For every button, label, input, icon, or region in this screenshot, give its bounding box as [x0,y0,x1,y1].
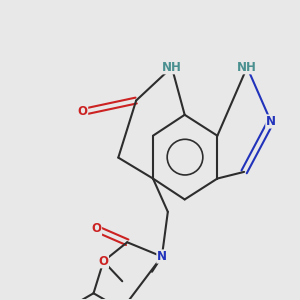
Text: NH: NH [162,61,182,74]
Text: N: N [266,115,276,128]
Text: NH: NH [237,61,257,74]
Text: O: O [92,222,101,236]
Text: N: N [157,250,167,263]
Text: O: O [78,106,88,118]
Text: O: O [98,255,108,268]
